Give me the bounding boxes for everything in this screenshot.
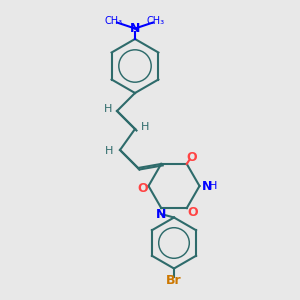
Text: H: H bbox=[105, 146, 114, 157]
Text: N: N bbox=[130, 22, 140, 35]
Text: CH₃: CH₃ bbox=[105, 16, 123, 26]
Text: N: N bbox=[156, 208, 166, 220]
Text: H: H bbox=[209, 181, 217, 191]
Text: N: N bbox=[202, 179, 212, 193]
Text: H: H bbox=[141, 122, 150, 133]
Text: O: O bbox=[188, 206, 198, 219]
Text: Br: Br bbox=[166, 274, 182, 287]
Text: O: O bbox=[137, 182, 148, 196]
Text: CH₃: CH₃ bbox=[147, 16, 165, 26]
Text: O: O bbox=[186, 152, 196, 164]
Text: H: H bbox=[104, 104, 112, 115]
